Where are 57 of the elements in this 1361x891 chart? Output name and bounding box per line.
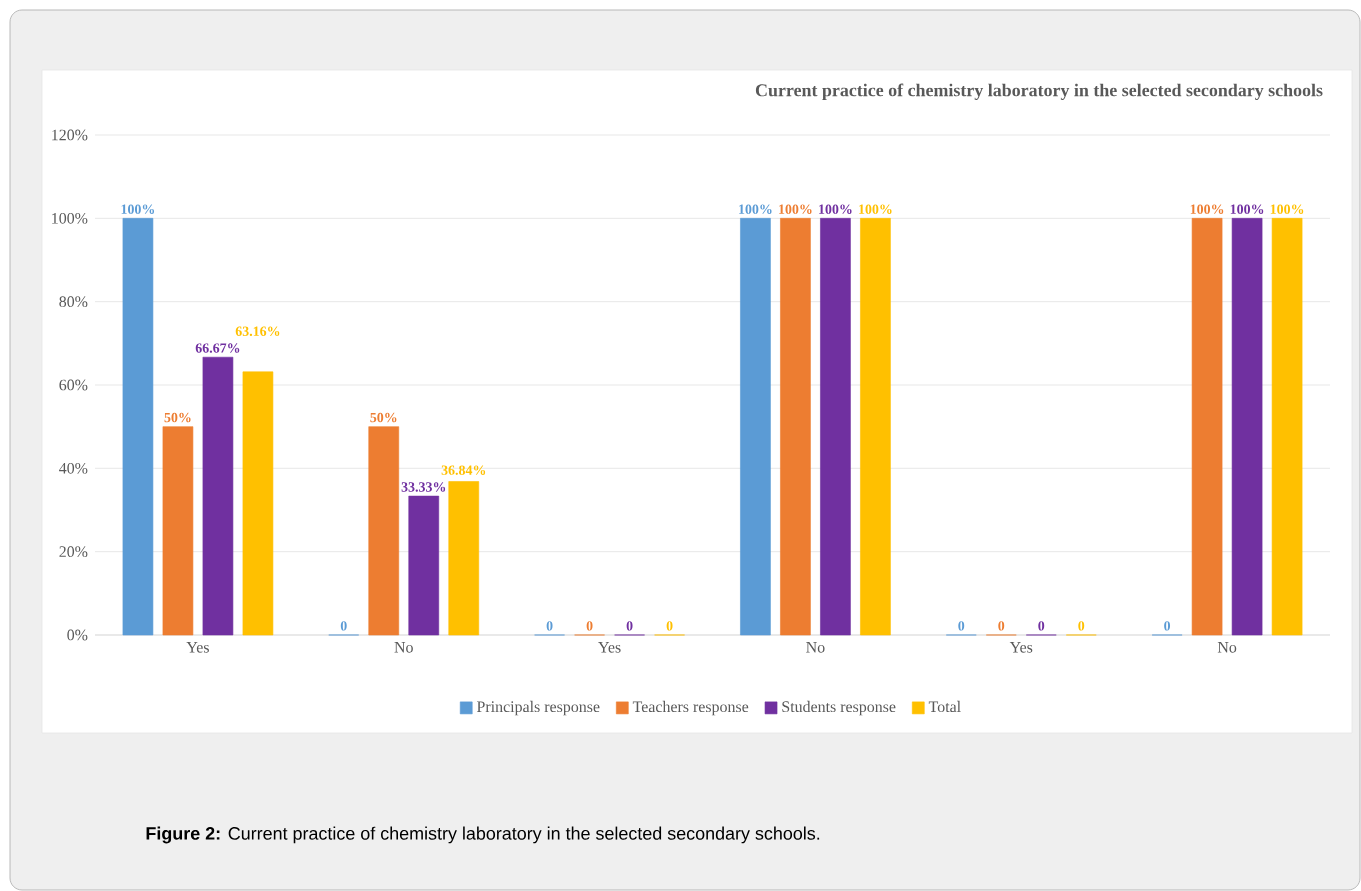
legend-label: Students response [782,700,896,716]
legend-label: Teachers response [632,700,749,716]
data-label: 0 [998,621,1005,631]
y-tick-label: 100% [52,212,88,224]
bar [162,426,194,636]
x-tick-label: Yes [186,642,209,653]
data-label: 100% [121,204,155,214]
data-label: 100% [739,204,772,214]
data-label: 100% [1270,204,1304,214]
bar [202,356,234,636]
bar [242,371,274,636]
text: Figure 2: Current practice of chemistry laboratory in the selected secondary schools. [146,826,820,844]
data-label: 33.33% [401,482,446,492]
bar [780,218,811,636]
x-tick-label: Yes [1009,642,1033,653]
y-tick-label: 20% [59,546,88,558]
x-tick-label: No [806,642,825,653]
x-tick-label: Yes [598,642,621,653]
data-label: 0 [1164,621,1171,631]
data-label: 36.84% [441,465,486,475]
data-label: 0 [626,621,633,631]
data-label: 63.16% [235,326,280,336]
data-label: 50% [164,412,191,423]
y-tick-label: 120% [52,129,88,141]
data-label: 100% [1230,204,1264,214]
data-label: 100% [779,204,812,214]
y-tick-label: 0% [67,629,88,641]
data-label: 0 [586,621,593,631]
data-label: 100% [1190,204,1224,214]
x-tick-label: No [394,642,413,653]
bar [1231,218,1263,636]
data-label: 0 [1038,621,1045,631]
data-label: 0 [340,621,347,631]
bar [1271,218,1303,636]
y-tick-label: 60% [59,379,88,391]
bar [740,218,771,636]
legend-label: Total [928,700,961,713]
bar [448,481,480,636]
chart-title: Current practice of chemistry laboratory in the selected secondary schools [755,83,1323,100]
legend-label: Principals response [476,700,600,716]
bar [820,218,851,636]
bar [408,495,440,636]
data-label: 0 [1078,621,1085,631]
y-tick-label: 80% [59,296,88,308]
bar [368,426,400,636]
y-tick-label: 40% [59,462,88,474]
bar [860,218,891,636]
x-tick-label: No [1217,642,1237,653]
bar [1191,218,1223,636]
data-label: 50% [370,412,397,423]
data-label: 0 [666,621,673,631]
bar [122,218,154,636]
data-label: 100% [859,204,892,214]
data-label: 0 [546,621,553,631]
data-label: 0 [958,621,965,631]
data-label: 100% [819,204,852,214]
data-label: 66.67% [195,343,240,353]
